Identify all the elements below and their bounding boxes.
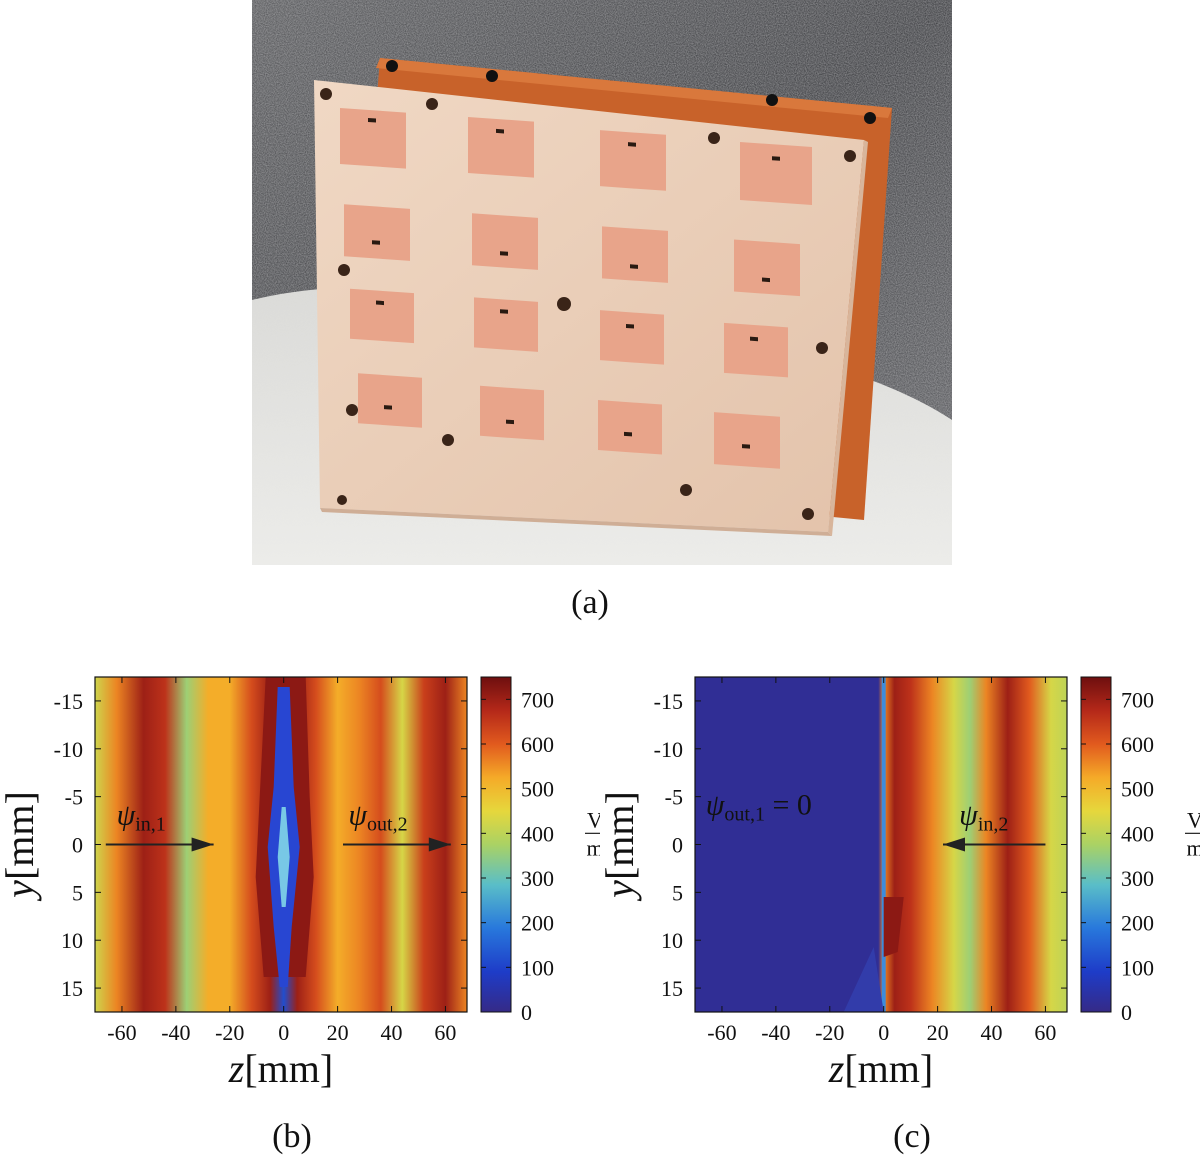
x-tick-label: 40 bbox=[381, 1020, 403, 1045]
interface-disturbance bbox=[255, 677, 314, 987]
colorbar-tick-label: 100 bbox=[1121, 955, 1154, 980]
colorbar-tick-label: 700 bbox=[521, 687, 554, 712]
x-tick-label: -60 bbox=[107, 1020, 136, 1045]
x-tick-label: -40 bbox=[761, 1020, 790, 1045]
antenna-array-photo bbox=[252, 0, 952, 565]
x-axis-label: z[mm] bbox=[828, 1046, 933, 1091]
colorbar-tick-label: 400 bbox=[521, 821, 554, 846]
caption-b: (b) bbox=[272, 1118, 312, 1155]
x-tick-label: 60 bbox=[1034, 1020, 1056, 1045]
interface-disturbance bbox=[843, 677, 904, 1012]
x-tick-label: 40 bbox=[981, 1020, 1003, 1045]
colorbar-tick-label: 200 bbox=[521, 911, 554, 936]
psi-out-2-label: ψout,2 bbox=[348, 799, 407, 836]
incident-arrow-left bbox=[943, 837, 1046, 852]
y-tick-label: 5 bbox=[672, 880, 683, 905]
colorbar-tick-label: 0 bbox=[1121, 1000, 1132, 1025]
field-map-panel-c: -60 -40 -20 0 20 40 60 -15 -10 -5 0 5 10 15 z[mm] y[mm]… bbox=[600, 676, 1200, 1091]
colorbar-tick-label: 300 bbox=[1121, 866, 1154, 891]
caption-a: (a) bbox=[571, 584, 609, 621]
colorbar bbox=[480, 676, 512, 1013]
colorbar-tick-label: 600 bbox=[521, 732, 554, 757]
x-tick-label: 0 bbox=[878, 1020, 889, 1045]
colorbar-tick-label: 500 bbox=[1121, 777, 1154, 802]
x-tick-label: -60 bbox=[707, 1020, 736, 1045]
y-tick-label: -15 bbox=[54, 689, 83, 714]
y-tick-label: -10 bbox=[54, 737, 83, 762]
patch-array bbox=[340, 108, 812, 469]
colorbar-tick-label: 400 bbox=[1121, 821, 1154, 846]
colorbar bbox=[1080, 676, 1112, 1013]
psi-in-2-label: ψin,2 bbox=[959, 799, 1008, 836]
x-axis-label: z[mm] bbox=[228, 1046, 333, 1091]
y-tick-label: -5 bbox=[665, 785, 683, 810]
y-tick-label: -15 bbox=[654, 689, 683, 714]
y-tick-label: 10 bbox=[61, 928, 83, 953]
x-tick-label: 20 bbox=[327, 1020, 349, 1045]
field-map-panel-b: -60 -40 -20 0 20 40 60 -15 -10 -5 0 5 10 15 z[mm] y[mm]… bbox=[0, 676, 600, 1091]
y-tick-label: 0 bbox=[672, 833, 683, 858]
colorbar-tick-label: 600 bbox=[1121, 732, 1154, 757]
colorbar-tick-label: 0 bbox=[521, 1000, 532, 1025]
y-tick-label: -10 bbox=[654, 737, 683, 762]
y-tick-label: -5 bbox=[65, 785, 83, 810]
colorbar-tick-label: 700 bbox=[1121, 687, 1154, 712]
y-tick-label: 0 bbox=[72, 833, 83, 858]
y-axis-label: y[mm] bbox=[0, 791, 42, 902]
colorbar-tick-label: 300 bbox=[521, 866, 554, 891]
x-tick-label: 0 bbox=[278, 1020, 289, 1045]
x-tick-label: -40 bbox=[161, 1020, 190, 1045]
colorbar-tick-label: 100 bbox=[521, 955, 554, 980]
y-axis-label: y[mm] bbox=[600, 791, 642, 902]
colorbar-tick-label: 500 bbox=[521, 777, 554, 802]
x-tick-label: 60 bbox=[434, 1020, 456, 1045]
y-tick-label: 10 bbox=[661, 928, 683, 953]
y-tick-label: 5 bbox=[72, 880, 83, 905]
x-tick-label: -20 bbox=[215, 1020, 244, 1045]
transmitted-arrow-right bbox=[343, 837, 451, 852]
colorbar-unit-numerator: V bbox=[1187, 807, 1200, 832]
colorbar-unit-denominator: m bbox=[586, 835, 600, 860]
colorbar-tick-label: 200 bbox=[1121, 911, 1154, 936]
psi-in-1-label: ψin,1 bbox=[117, 799, 166, 836]
mounting-holes bbox=[320, 88, 856, 520]
x-tick-label: 20 bbox=[927, 1020, 949, 1045]
caption-c: (c) bbox=[893, 1118, 931, 1155]
psi-out-1-label: ψout,1 = 0 bbox=[706, 789, 812, 826]
colorbar-unit-denominator: m bbox=[1186, 835, 1200, 860]
x-tick-label: -20 bbox=[815, 1020, 844, 1045]
y-tick-label: 15 bbox=[661, 976, 683, 1001]
colorbar-unit-numerator: V bbox=[587, 807, 600, 832]
incident-arrow-right bbox=[105, 837, 214, 852]
y-tick-label: 15 bbox=[61, 976, 83, 1001]
